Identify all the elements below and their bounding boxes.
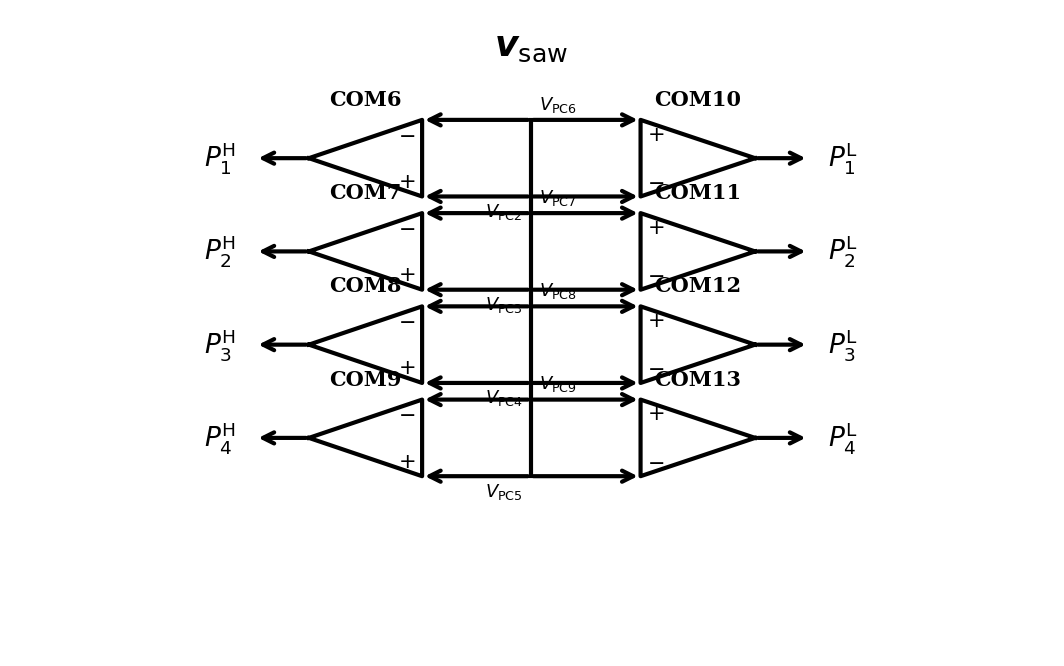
Text: $V_{\mathrm{PC7}}$: $V_{\mathrm{PC7}}$ <box>538 188 577 208</box>
Text: $+$: $+$ <box>398 452 415 472</box>
Text: $V_{\mathrm{PC9}}$: $V_{\mathrm{PC9}}$ <box>538 374 577 394</box>
Text: $-$: $-$ <box>398 125 415 145</box>
Text: $P_2^{\mathrm{H}}$: $P_2^{\mathrm{H}}$ <box>203 233 235 270</box>
Text: $+$: $+$ <box>647 218 665 238</box>
Text: $P_3^{\mathrm{H}}$: $P_3^{\mathrm{H}}$ <box>203 326 235 363</box>
Text: $\boldsymbol{v}_{\mathrm{saw}}$: $\boldsymbol{v}_{\mathrm{saw}}$ <box>494 29 568 64</box>
Text: $+$: $+$ <box>647 125 665 145</box>
Text: COM10: COM10 <box>654 90 742 110</box>
Text: $V_{\mathrm{PC2}}$: $V_{\mathrm{PC2}}$ <box>485 202 522 222</box>
Text: $+$: $+$ <box>398 358 415 378</box>
Text: COM13: COM13 <box>654 370 742 390</box>
Text: $P_4^{\mathrm{L}}$: $P_4^{\mathrm{L}}$ <box>829 420 859 456</box>
Text: COM9: COM9 <box>329 370 402 390</box>
Text: $P_1^{\mathrm{L}}$: $P_1^{\mathrm{L}}$ <box>829 140 859 176</box>
Text: $-$: $-$ <box>398 218 415 238</box>
Text: $-$: $-$ <box>398 311 415 331</box>
Text: COM11: COM11 <box>654 183 742 203</box>
Text: $V_{\mathrm{PC6}}$: $V_{\mathrm{PC6}}$ <box>538 95 577 115</box>
Text: COM6: COM6 <box>329 90 402 110</box>
Text: $P_4^{\mathrm{H}}$: $P_4^{\mathrm{H}}$ <box>203 420 235 456</box>
Text: $+$: $+$ <box>398 172 415 192</box>
Text: $-$: $-$ <box>647 358 664 378</box>
Text: $+$: $+$ <box>647 311 665 331</box>
Text: $-$: $-$ <box>647 172 664 192</box>
Text: $V_{\mathrm{PC8}}$: $V_{\mathrm{PC8}}$ <box>538 281 577 301</box>
Text: $-$: $-$ <box>398 404 415 424</box>
Text: $-$: $-$ <box>647 265 664 285</box>
Text: $V_{\mathrm{PC4}}$: $V_{\mathrm{PC4}}$ <box>485 388 522 408</box>
Text: $V_{\mathrm{PC3}}$: $V_{\mathrm{PC3}}$ <box>485 295 522 315</box>
Text: COM7: COM7 <box>330 183 402 203</box>
Text: $+$: $+$ <box>647 404 665 424</box>
Text: $-$: $-$ <box>647 452 664 472</box>
Text: $+$: $+$ <box>398 265 415 285</box>
Text: $P_2^{\mathrm{L}}$: $P_2^{\mathrm{L}}$ <box>829 233 859 270</box>
Text: COM12: COM12 <box>654 276 742 296</box>
Text: $V_{\mathrm{PC5}}$: $V_{\mathrm{PC5}}$ <box>485 482 522 501</box>
Text: COM8: COM8 <box>330 276 402 296</box>
Text: $P_1^{\mathrm{H}}$: $P_1^{\mathrm{H}}$ <box>203 140 235 176</box>
Text: $P_3^{\mathrm{L}}$: $P_3^{\mathrm{L}}$ <box>829 326 859 363</box>
